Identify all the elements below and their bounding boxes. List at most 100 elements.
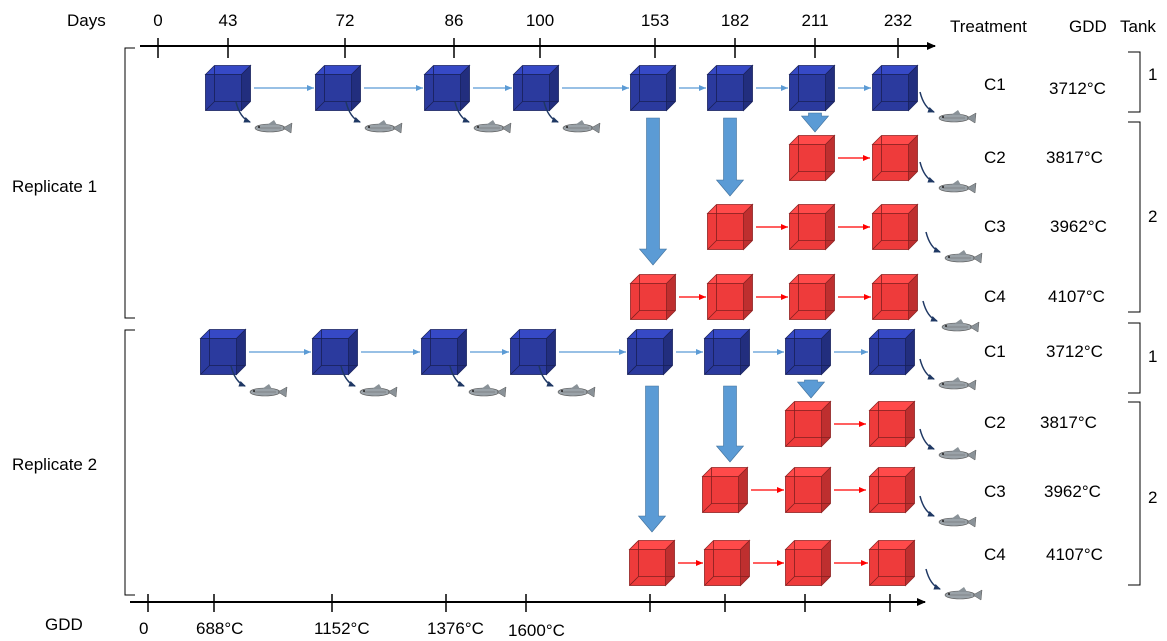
rep2-transfer-arrow-c3	[715, 385, 745, 463]
day-tick-label-232: 232	[884, 11, 912, 30]
rep2-sample-1-fish-icon	[359, 384, 398, 398]
rep2-c1-tank-3	[509, 328, 557, 376]
rep1-sample-0-arrow	[235, 101, 251, 123]
rep1-treatment-c4: C4	[984, 287, 1006, 306]
rep2-c1-tank-5	[703, 328, 751, 376]
rep1-c3-tank-1	[788, 203, 836, 251]
rep1-c3-end-fish-icon	[944, 250, 983, 264]
replicate-2-label: Replicate 2	[12, 455, 97, 474]
gdd-axis-ticks	[147, 594, 891, 612]
day-tick-label-182: 182	[721, 11, 749, 30]
rep2-gdd-c2: 3817°C	[1040, 413, 1097, 432]
rep1-c2-end-fish-icon	[938, 180, 977, 194]
tank-label-rep2-2: 2	[1148, 488, 1157, 507]
rep1-c1-tank-5	[706, 64, 754, 112]
rep1-c4-tank-1	[706, 273, 754, 321]
rep2-c4-end-fish-icon	[944, 587, 983, 601]
rep2-sample-1-arrow	[340, 365, 356, 387]
rep2-c4-tank-3	[868, 539, 916, 587]
replicate-1-label: Replicate 1	[12, 177, 97, 196]
rep1-c1-tank-0	[204, 64, 252, 112]
rep2-sample-0-arrow	[230, 365, 246, 387]
rep1-gdd-c3: 3962°C	[1050, 217, 1107, 236]
rep2-c1-tank-4	[626, 328, 674, 376]
rep2-c1-end-fish-icon	[938, 377, 977, 391]
day-tick-label-86: 86	[445, 11, 464, 30]
rep2-transfer-arrow-c2	[796, 379, 826, 399]
rep2-c3-tank-2	[868, 466, 916, 514]
rep1-transfer-arrow-c2	[800, 112, 830, 133]
rep2-c2-end-fish-icon	[938, 447, 977, 461]
day-tick-label-0: 0	[153, 11, 162, 30]
rep1-c4-end-fish-icon	[941, 319, 980, 333]
rep2-c4-tank-1	[703, 539, 751, 587]
rep1-c2-end-arrow	[919, 161, 935, 183]
rep2-c1-tank-6	[784, 328, 832, 376]
rep2-sample-2-arrow	[449, 365, 465, 387]
rep2-gdd-c3: 3962°C	[1044, 482, 1101, 501]
rep1-c1-tank-3	[512, 64, 560, 112]
rep1-sample-1-fish-icon	[364, 120, 403, 134]
rep2-sample-0-fish-icon	[249, 384, 288, 398]
day-tick-label-153: 153	[641, 11, 669, 30]
tank-bracket-rep2-c2c4	[1128, 401, 1141, 586]
rep2-c2-tank-1	[868, 400, 916, 448]
rep2-c3-end-fish-icon	[938, 514, 977, 528]
rep2-c4-tank-0	[628, 539, 676, 587]
gdd-tick-label-1152: 1152°C	[314, 619, 370, 638]
rep1-c1-tank-2	[423, 64, 471, 112]
days-axis-label: Days	[67, 11, 106, 30]
gdd-tick-label-1376: 1376°C	[427, 619, 484, 638]
rep1-c3-tank-2	[871, 203, 919, 251]
rep2-c3-end-arrow	[919, 495, 935, 517]
rep2-treatment-c3: C3	[984, 482, 1006, 501]
rep1-gdd-c1: 3712°C	[1049, 79, 1106, 98]
rep2-c1-tank-2	[420, 328, 468, 376]
tank-label-rep1-1: 1	[1148, 65, 1157, 84]
rep2-c4-tank-2	[784, 539, 832, 587]
gdd-axis-label: GDD	[45, 615, 83, 634]
day-tick-label-72: 72	[336, 11, 355, 30]
rep1-sample-3-fish-icon	[562, 120, 601, 134]
day-tick-label-43: 43	[219, 11, 238, 30]
tank-bracket-rep1-c1	[1128, 51, 1141, 113]
rep1-c3-tank-0	[706, 203, 754, 251]
rep1-c1-end-arrow	[919, 91, 935, 113]
replicate-1-bracket	[124, 47, 135, 319]
tank-column-header: Tank	[1120, 17, 1156, 36]
replicate-2-bracket	[124, 329, 135, 596]
rep1-c3-end-arrow	[925, 231, 941, 253]
rep2-treatment-c2: C2	[984, 413, 1006, 432]
rep2-c2-tank-0	[784, 400, 832, 448]
rep1-treatment-c3: C3	[984, 217, 1006, 236]
rep1-c2-tank-0	[788, 134, 836, 182]
rep1-sample-1-arrow	[345, 101, 361, 123]
rep2-transfer-arrow-c4	[637, 385, 667, 533]
rep1-gdd-c2: 3817°C	[1046, 148, 1103, 167]
rep1-c4-end-arrow	[922, 300, 938, 322]
rep1-c1-tank-4	[629, 64, 677, 112]
tank-bracket-rep1-c2c4	[1128, 121, 1141, 313]
treatment-column-header: Treatment	[950, 17, 1027, 36]
rep2-c1-tank-0	[199, 328, 247, 376]
rep2-sample-3-arrow	[538, 365, 554, 387]
rep1-sample-0-fish-icon	[254, 120, 293, 134]
rep1-treatment-c2: C2	[984, 148, 1006, 167]
rep2-c1-end-arrow	[919, 358, 935, 380]
gdd-tick-label-688: 688°C	[196, 619, 243, 638]
rep2-sample-3-fish-icon	[557, 384, 596, 398]
rep1-transfer-arrow-c4	[638, 117, 668, 266]
tank-label-rep1-2: 2	[1148, 207, 1157, 226]
tank-bracket-rep2-c1	[1128, 322, 1141, 394]
gdd-tick-label-0: 0	[139, 619, 148, 638]
rep1-sample-2-arrow	[454, 101, 470, 123]
rep2-gdd-c4: 4107°C	[1046, 545, 1103, 564]
rep2-gdd-c1: 3712°C	[1046, 342, 1103, 361]
rep1-c1-end-fish-icon	[938, 110, 977, 124]
rep1-c1-tank-1	[314, 64, 362, 112]
rep2-c2-end-arrow	[919, 428, 935, 450]
rep1-gdd-c4: 4107°C	[1048, 287, 1105, 306]
day-tick-label-100: 100	[526, 11, 554, 30]
rep2-treatment-c4: C4	[984, 545, 1006, 564]
